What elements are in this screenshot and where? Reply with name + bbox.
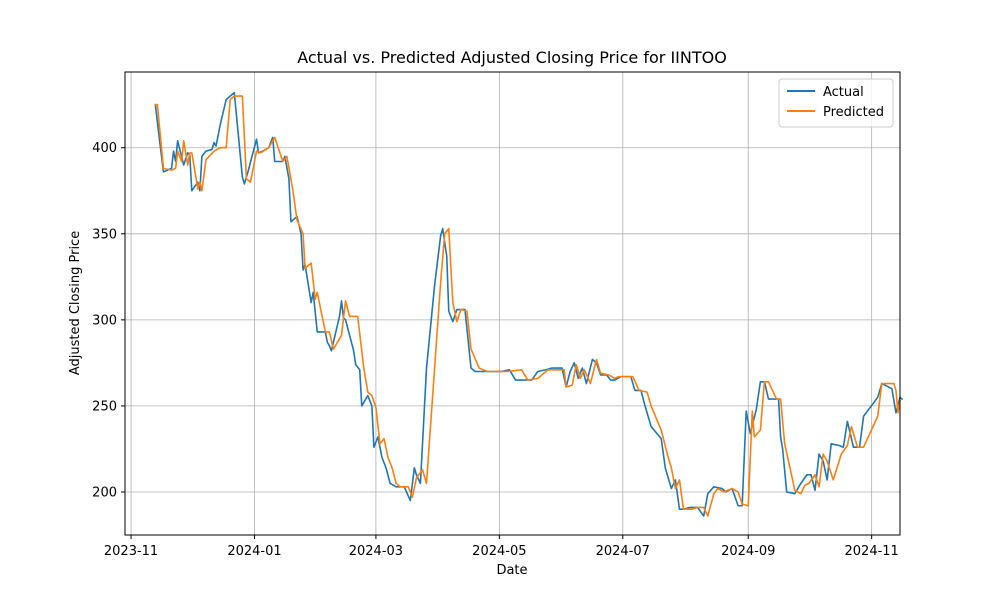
chart-title: Actual vs. Predicted Adjusted Closing Pr…	[297, 48, 727, 67]
y-tick-label: 400	[92, 141, 117, 156]
series-layer	[154, 91, 904, 517]
legend: Actual Predicted	[778, 78, 894, 128]
y-tick-label: 250	[92, 399, 117, 414]
x-axis-label: Date	[496, 563, 527, 578]
x-tick-label: 2024-11	[845, 544, 899, 559]
y-tick-label: 200	[92, 485, 117, 500]
y-axis-label: Adjusted Closing Price	[68, 231, 83, 375]
x-tick-label: 2024-03	[349, 544, 403, 559]
legend-label-predicted: Predicted	[823, 105, 884, 120]
grid-lines	[125, 72, 900, 535]
y-axis: 200 250 300 350 400	[92, 141, 125, 500]
x-axis: 2023-11 2024-01 2024-03 2024-05 2024-07 2024-…	[104, 535, 899, 559]
series-line-predicted	[154, 95, 901, 517]
x-tick-label: 2024-07	[596, 544, 650, 559]
x-tick-label: 2023-11	[104, 544, 158, 559]
x-tick-label: 2024-05	[472, 544, 526, 559]
y-tick-label: 350	[92, 227, 117, 242]
y-tick-label: 300	[92, 313, 117, 328]
legend-label-actual: Actual	[823, 85, 864, 100]
plot-frame	[124, 71, 901, 536]
x-tick-label: 2024-09	[721, 544, 775, 559]
x-tick-label: 2024-01	[227, 544, 281, 559]
